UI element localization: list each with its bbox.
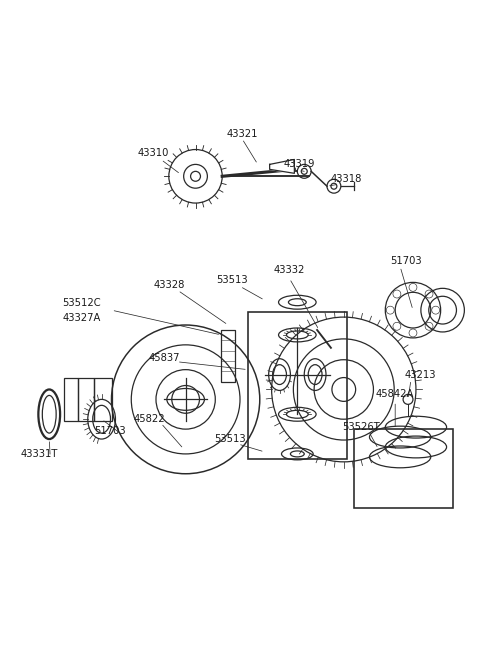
Text: 45842A: 45842A bbox=[376, 390, 414, 400]
Text: 45822: 45822 bbox=[133, 414, 165, 424]
Text: 43319: 43319 bbox=[284, 159, 315, 170]
Text: 43331T: 43331T bbox=[21, 449, 58, 459]
Text: 53512C: 53512C bbox=[62, 298, 101, 309]
Text: 53526T: 53526T bbox=[342, 422, 380, 432]
Text: 43328: 43328 bbox=[153, 280, 184, 290]
Text: 51703: 51703 bbox=[390, 255, 422, 265]
Text: 53513: 53513 bbox=[214, 434, 246, 444]
Text: 43310: 43310 bbox=[137, 149, 168, 159]
Text: 43318: 43318 bbox=[331, 174, 362, 184]
Text: 43327A: 43327A bbox=[63, 313, 101, 323]
Text: 43332: 43332 bbox=[274, 265, 305, 276]
Bar bbox=[248, 312, 347, 459]
Bar bbox=[221, 330, 235, 382]
Bar bbox=[78, 377, 94, 421]
Text: 53513: 53513 bbox=[216, 275, 248, 286]
Text: 51703: 51703 bbox=[94, 426, 125, 436]
Polygon shape bbox=[270, 159, 294, 174]
Bar bbox=[64, 377, 78, 421]
Text: 45837: 45837 bbox=[148, 353, 180, 363]
Text: 43321: 43321 bbox=[226, 128, 258, 139]
Bar bbox=[354, 429, 453, 508]
Text: 43213: 43213 bbox=[404, 369, 436, 380]
Bar bbox=[94, 377, 111, 421]
